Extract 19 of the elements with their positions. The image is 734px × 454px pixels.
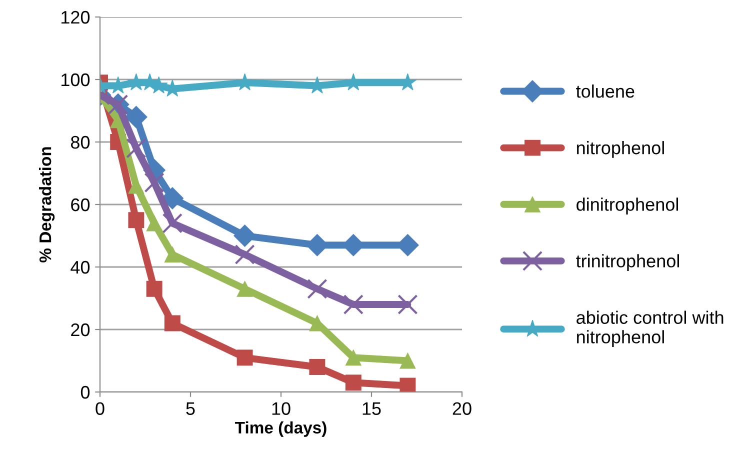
y-tick-label: 20 [71,323,90,336]
y-tick-label: 100 [62,73,90,86]
y-tick-label: 80 [70,136,90,149]
x-axis-title: Time (days) [235,421,326,437]
y-tick-label: 120 [62,10,90,24]
y-tick-label: 0 [80,386,90,399]
x-tick-label: 20 [452,402,472,415]
legend-label: toluene [576,84,634,98]
legend-label: nitrophenol [577,141,664,158]
legend-label: abiotic control with nitrophenol [576,310,724,347]
x-tick-label: 10 [272,402,290,415]
y-tick-label: 60 [71,198,90,212]
legend-label: trinitrophenol [576,254,679,271]
legend-label: dinitrophenol [576,198,678,214]
y-tick-label: 40 [70,260,90,274]
x-tick-label: 15 [362,402,381,415]
x-tick-label: 5 [186,402,195,415]
x-tick-label: 0 [96,402,104,415]
y-axis-title: % Degradation [38,147,55,262]
